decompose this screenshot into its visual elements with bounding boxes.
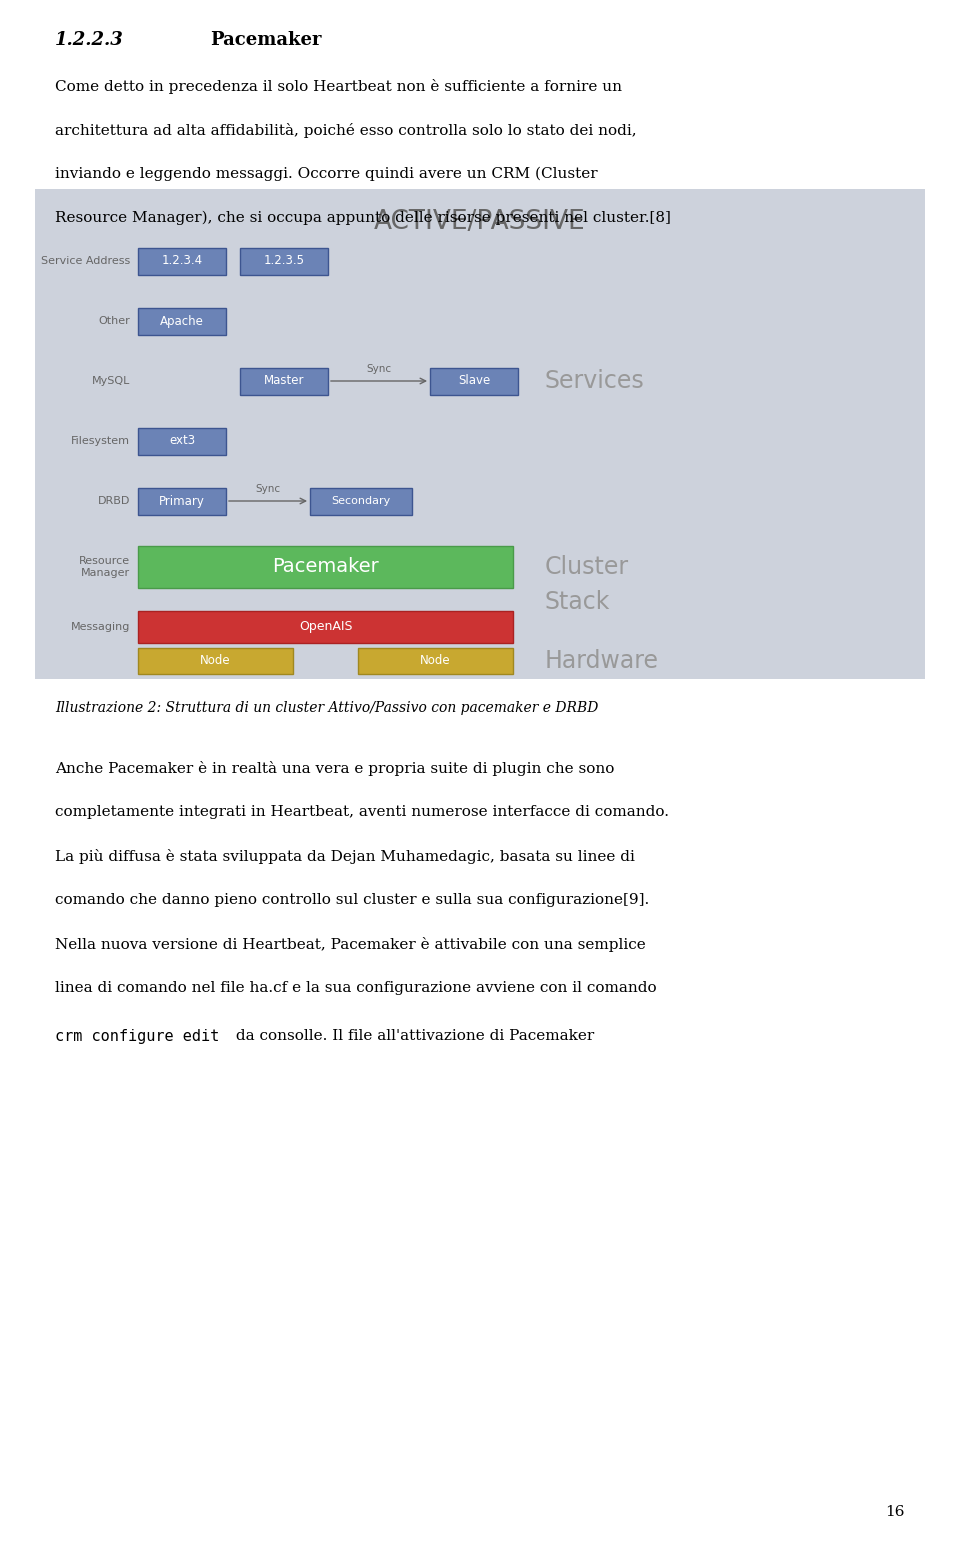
- FancyBboxPatch shape: [430, 367, 518, 395]
- Text: Messaging: Messaging: [71, 623, 130, 632]
- Text: linea di comando nel file ha.cf e la sua configurazione avviene con il comando: linea di comando nel file ha.cf e la sua…: [55, 981, 657, 994]
- Text: Stack: Stack: [545, 590, 611, 613]
- Text: Master: Master: [264, 375, 304, 387]
- Text: Nella nuova versione di Heartbeat, Pacemaker è attivabile con una semplice: Nella nuova versione di Heartbeat, Pacem…: [55, 937, 646, 953]
- Text: Resource
Manager: Resource Manager: [79, 556, 130, 578]
- FancyBboxPatch shape: [138, 428, 226, 454]
- Text: inviando e leggendo messaggi. Occorre quindi avere un CRM (Cluster: inviando e leggendo messaggi. Occorre qu…: [55, 167, 598, 181]
- Text: ext3: ext3: [169, 435, 195, 448]
- Text: architettura ad alta affidabilità, poiché esso controlla solo lo stato dei nodi,: architettura ad alta affidabilità, poich…: [55, 122, 636, 138]
- Text: MySQL: MySQL: [91, 376, 130, 386]
- Text: 1.2.2.3: 1.2.2.3: [55, 31, 124, 50]
- Text: OpenAIS: OpenAIS: [299, 621, 352, 634]
- Text: Anche Pacemaker è in realtà una vera e propria suite di plugin che sono: Anche Pacemaker è in realtà una vera e p…: [55, 761, 614, 776]
- Text: 1.2.3.4: 1.2.3.4: [161, 254, 203, 268]
- Text: Primary: Primary: [159, 494, 204, 508]
- Text: Node: Node: [420, 655, 451, 668]
- Text: La più diffusa è stata sviluppata da Dejan Muhamedagic, basata su linee di: La più diffusa è stata sviluppata da Dej…: [55, 849, 635, 864]
- Text: da consolle. Il file all'attivazione di Pacemaker: da consolle. Il file all'attivazione di …: [230, 1029, 594, 1042]
- Text: Sync: Sync: [255, 483, 280, 494]
- Text: Cluster: Cluster: [545, 555, 629, 579]
- Text: Filesystem: Filesystem: [71, 435, 130, 446]
- Text: crm configure edit: crm configure edit: [55, 1029, 219, 1044]
- Text: completamente integrati in Heartbeat, aventi numerose interfacce di comando.: completamente integrati in Heartbeat, av…: [55, 805, 669, 819]
- Text: comando che danno pieno controllo sul cluster e sulla sua configurazione[9].: comando che danno pieno controllo sul cl…: [55, 894, 649, 908]
- Text: Secondary: Secondary: [331, 496, 391, 507]
- FancyBboxPatch shape: [138, 545, 513, 589]
- Text: 1.2.3.5: 1.2.3.5: [263, 254, 304, 268]
- Text: ACTIVE/PASSIVE: ACTIVE/PASSIVE: [374, 209, 586, 235]
- FancyBboxPatch shape: [310, 488, 412, 514]
- FancyBboxPatch shape: [138, 610, 513, 643]
- Text: Sync: Sync: [367, 364, 392, 373]
- Text: Service Address: Service Address: [40, 256, 130, 266]
- FancyBboxPatch shape: [35, 189, 925, 678]
- Text: DRBD: DRBD: [98, 496, 130, 507]
- Text: Other: Other: [98, 316, 130, 325]
- FancyBboxPatch shape: [138, 248, 226, 274]
- FancyBboxPatch shape: [138, 647, 293, 674]
- Text: Resource Manager), che si occupa appunto delle risorse presenti nel cluster.[8]: Resource Manager), che si occupa appunto…: [55, 211, 671, 226]
- FancyBboxPatch shape: [138, 308, 226, 335]
- Text: Apache: Apache: [160, 314, 204, 327]
- Text: Slave: Slave: [458, 375, 491, 387]
- FancyBboxPatch shape: [138, 488, 226, 514]
- FancyBboxPatch shape: [240, 367, 328, 395]
- Text: Come detto in precedenza il solo Heartbeat non è sufficiente a fornire un: Come detto in precedenza il solo Heartbe…: [55, 79, 622, 94]
- Text: Services: Services: [545, 369, 645, 393]
- Text: Pacemaker: Pacemaker: [272, 558, 379, 576]
- Text: Hardware: Hardware: [545, 649, 659, 672]
- FancyBboxPatch shape: [240, 248, 328, 274]
- Text: Illustrazione 2: Struttura di un cluster Attivo/Passivo con pacemaker e DRBD: Illustrazione 2: Struttura di un cluster…: [55, 702, 598, 716]
- Text: Node: Node: [201, 655, 230, 668]
- Text: Pacemaker: Pacemaker: [210, 31, 322, 50]
- FancyBboxPatch shape: [358, 647, 513, 674]
- Text: 16: 16: [885, 1506, 905, 1520]
